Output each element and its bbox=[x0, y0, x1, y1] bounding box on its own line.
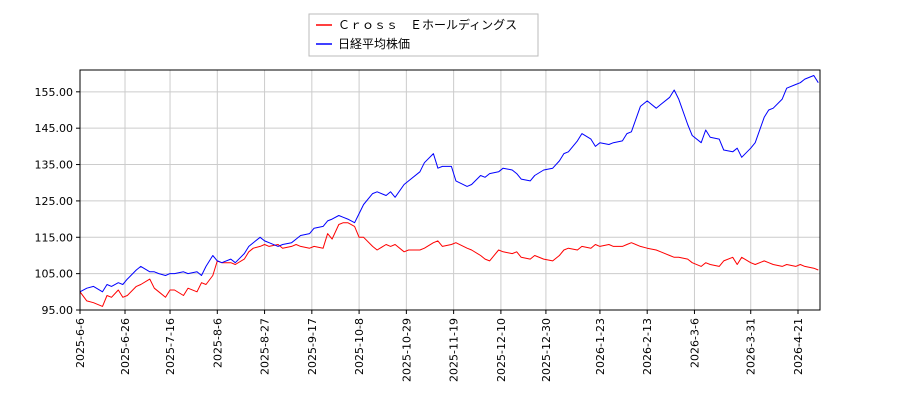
x-tick-label: 2025-8-6 bbox=[211, 318, 224, 368]
x-tick-label: 2025-8-27 bbox=[259, 318, 272, 375]
x-tick-label: 2025-11-19 bbox=[448, 318, 461, 382]
plot-frame bbox=[79, 69, 821, 311]
legend: Ｃｒｏｓｓ Ｅホールディングス 日経平均株価 bbox=[308, 13, 539, 57]
x-tick-label: 2026-3-31 bbox=[745, 318, 758, 375]
x-tick-label: 2025-12-30 bbox=[540, 318, 553, 382]
x-tick-label: 2025-6-6 bbox=[74, 318, 87, 368]
y-tick-label: 145.00 bbox=[35, 122, 74, 135]
y-tick-label: 115.00 bbox=[35, 231, 74, 244]
x-tick-label: 2025-12-10 bbox=[495, 318, 508, 382]
x-tick-label: 2025-7-16 bbox=[164, 318, 177, 375]
x-tick-label: 2025-10-8 bbox=[353, 318, 366, 375]
y-tick-label: 155.00 bbox=[35, 86, 74, 99]
x-axis: 2025-6-6 2025-6-26 2025-7-16 2025-8-6 2025-8… bbox=[74, 310, 805, 382]
x-tick-label: 2026-3-6 bbox=[688, 318, 701, 368]
x-tick-label: 2026-2-13 bbox=[641, 318, 654, 375]
legend-box bbox=[308, 13, 539, 57]
y-tick-label: 105.00 bbox=[35, 268, 74, 281]
y-tick-label: 95.00 bbox=[42, 304, 74, 317]
x-tick-label: 2026-1-23 bbox=[594, 318, 607, 375]
series-lines bbox=[79, 75, 819, 307]
legend-label-1: 日経平均株価 bbox=[338, 36, 410, 51]
series-line-1 bbox=[79, 75, 819, 293]
x-tick-label: 2025-9-17 bbox=[306, 318, 319, 375]
y-tick-label: 135.00 bbox=[35, 159, 74, 172]
x-tick-label: 2025-10-29 bbox=[400, 318, 413, 382]
series-line-0 bbox=[79, 222, 819, 307]
x-tick-label: 2025-6-26 bbox=[119, 318, 132, 375]
y-axis: 95.00 105.00 115.00 125.00 135.00 145.00 155.0… bbox=[35, 86, 80, 317]
grid-lines bbox=[79, 70, 820, 311]
y-tick-label: 125.00 bbox=[35, 195, 74, 208]
legend-label-0: Ｃｒｏｓｓ Ｅホールディングス bbox=[338, 17, 517, 32]
x-tick-label: 2026-4-21 bbox=[792, 318, 805, 375]
